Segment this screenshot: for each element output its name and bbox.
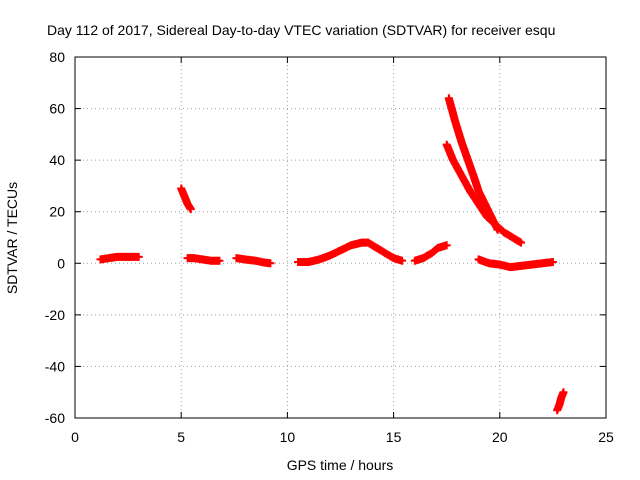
data-point: [559, 388, 568, 397]
y-tick-label: -60: [45, 410, 65, 426]
series-arc-3: [183, 254, 224, 265]
series-arc-4: [232, 254, 275, 268]
data-point: [266, 259, 275, 268]
data-point: [517, 238, 526, 247]
series-arc-6: [410, 241, 451, 265]
x-tick-label: 20: [492, 429, 508, 445]
x-tick-label: 15: [386, 429, 402, 445]
x-tick-labels: 0 5 10 15 20 25: [71, 429, 614, 445]
data-point: [186, 205, 195, 214]
y-tick-label: 20: [49, 204, 65, 220]
y-tick-label: 80: [49, 49, 65, 65]
series-arc-9: [474, 255, 557, 272]
data-point: [134, 252, 143, 261]
x-tick-label: 25: [598, 429, 614, 445]
data-series: [96, 94, 568, 415]
x-axis-label: GPS time / hours: [287, 457, 394, 473]
series-arc-10: [553, 388, 568, 415]
series-arc-1: [96, 252, 143, 264]
series-arc-8: [442, 140, 526, 247]
data-point: [442, 241, 451, 250]
data-point: [215, 256, 224, 265]
x-tick-label: 5: [177, 429, 185, 445]
x-tick-label: 0: [71, 429, 79, 445]
y-tick-label: 40: [49, 152, 65, 168]
axis-ticks: [74, 56, 607, 419]
x-tick-label: 10: [280, 429, 296, 445]
y-tick-label: 60: [49, 101, 65, 117]
y-tick-label: 0: [57, 255, 65, 271]
data-point: [398, 256, 407, 265]
data-point: [548, 257, 557, 266]
y-tick-labels: -60 -40 -20 0 20 40 60 80: [45, 49, 65, 426]
y-axis-label: SDTVAR / TECUs: [4, 182, 20, 294]
grid-lines: [75, 57, 606, 418]
chart-title: Day 112 of 2017, Sidereal Day-to-day VTE…: [47, 22, 555, 38]
plot-frame: [74, 56, 607, 419]
series-arc-2: [177, 184, 195, 214]
y-tick-label: -40: [45, 358, 65, 374]
series-arc-5: [294, 238, 407, 266]
y-tick-label: -20: [45, 307, 65, 323]
